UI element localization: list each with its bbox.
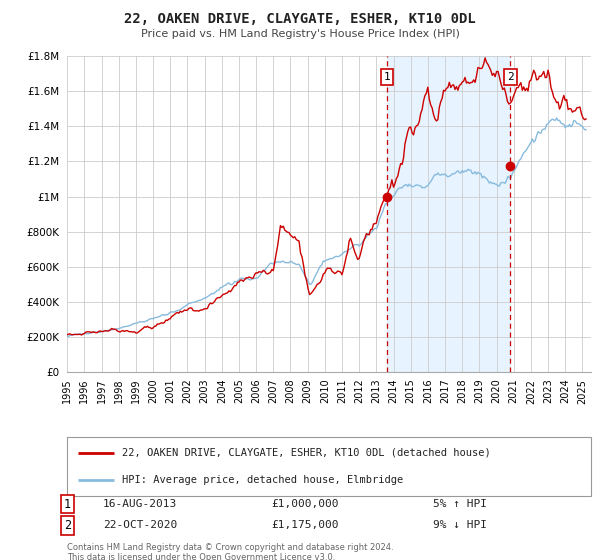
Text: HPI: Average price, detached house, Elmbridge: HPI: Average price, detached house, Elmb… [122,475,403,485]
Text: 2: 2 [64,519,71,532]
Text: 5% ↑ HPI: 5% ↑ HPI [433,499,487,509]
Text: 1: 1 [64,497,71,511]
Text: 22, OAKEN DRIVE, CLAYGATE, ESHER, KT10 0DL (detached house): 22, OAKEN DRIVE, CLAYGATE, ESHER, KT10 0… [122,447,491,458]
FancyBboxPatch shape [67,437,591,496]
Text: This data is licensed under the Open Government Licence v3.0.: This data is licensed under the Open Gov… [67,553,335,560]
Text: Price paid vs. HM Land Registry's House Price Index (HPI): Price paid vs. HM Land Registry's House … [140,29,460,39]
Text: £1,000,000: £1,000,000 [271,499,338,509]
Text: 1: 1 [383,72,391,82]
Text: Contains HM Land Registry data © Crown copyright and database right 2024.: Contains HM Land Registry data © Crown c… [67,543,394,552]
Text: 22, OAKEN DRIVE, CLAYGATE, ESHER, KT10 0DL: 22, OAKEN DRIVE, CLAYGATE, ESHER, KT10 0… [124,12,476,26]
Text: £1,175,000: £1,175,000 [271,520,338,530]
Text: 16-AUG-2013: 16-AUG-2013 [103,499,178,509]
Bar [387,56,511,372]
Text: 9% ↓ HPI: 9% ↓ HPI [433,520,487,530]
Text: 22-OCT-2020: 22-OCT-2020 [103,520,178,530]
Text: 2: 2 [507,72,514,82]
